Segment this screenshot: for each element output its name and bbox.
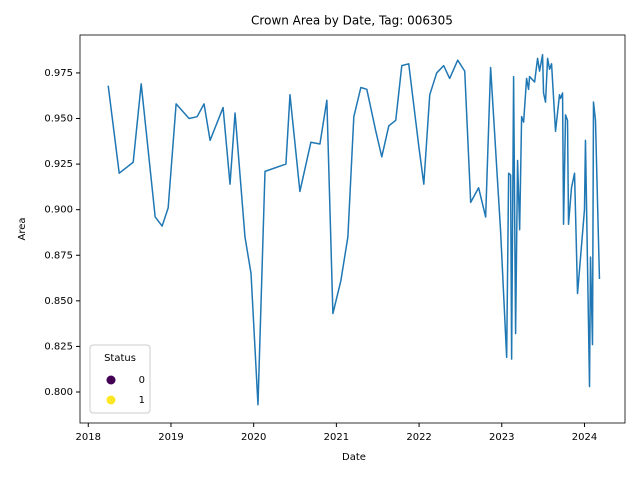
y-tick-label: 0.900 [44, 205, 73, 216]
legend-box [89, 344, 151, 414]
legend-marker [106, 375, 116, 385]
y-tick-label: 0.875 [44, 250, 73, 261]
y-tick-label: 0.975 [44, 68, 73, 79]
legend-label: 1 [139, 395, 145, 406]
y-tick-label: 0.825 [44, 341, 73, 352]
y-tick-label: 0.925 [44, 159, 73, 170]
x-axis-label: Date [342, 452, 366, 463]
x-tick-label: 2024 [572, 432, 597, 443]
chart-title: Crown Area by Date, Tag: 006305 [251, 14, 453, 28]
axes-frame [79, 34, 626, 424]
x-tick-label: 2019 [158, 432, 183, 443]
x-tick-label: 2023 [489, 432, 514, 443]
legend-marker [106, 395, 116, 405]
y-tick-label: 0.850 [44, 296, 73, 307]
y-axis-label: Area [17, 217, 28, 240]
y-tick-label: 0.950 [44, 114, 73, 125]
y-tick-label: 0.800 [44, 387, 73, 398]
x-tick-label: 2022 [406, 432, 431, 443]
x-tick-label: 2020 [241, 432, 266, 443]
x-tick-label: 2021 [324, 432, 349, 443]
legend-title: Status [104, 353, 136, 364]
legend-label: 0 [139, 375, 145, 386]
data-line [107, 53, 601, 406]
x-tick-label: 2018 [76, 432, 101, 443]
